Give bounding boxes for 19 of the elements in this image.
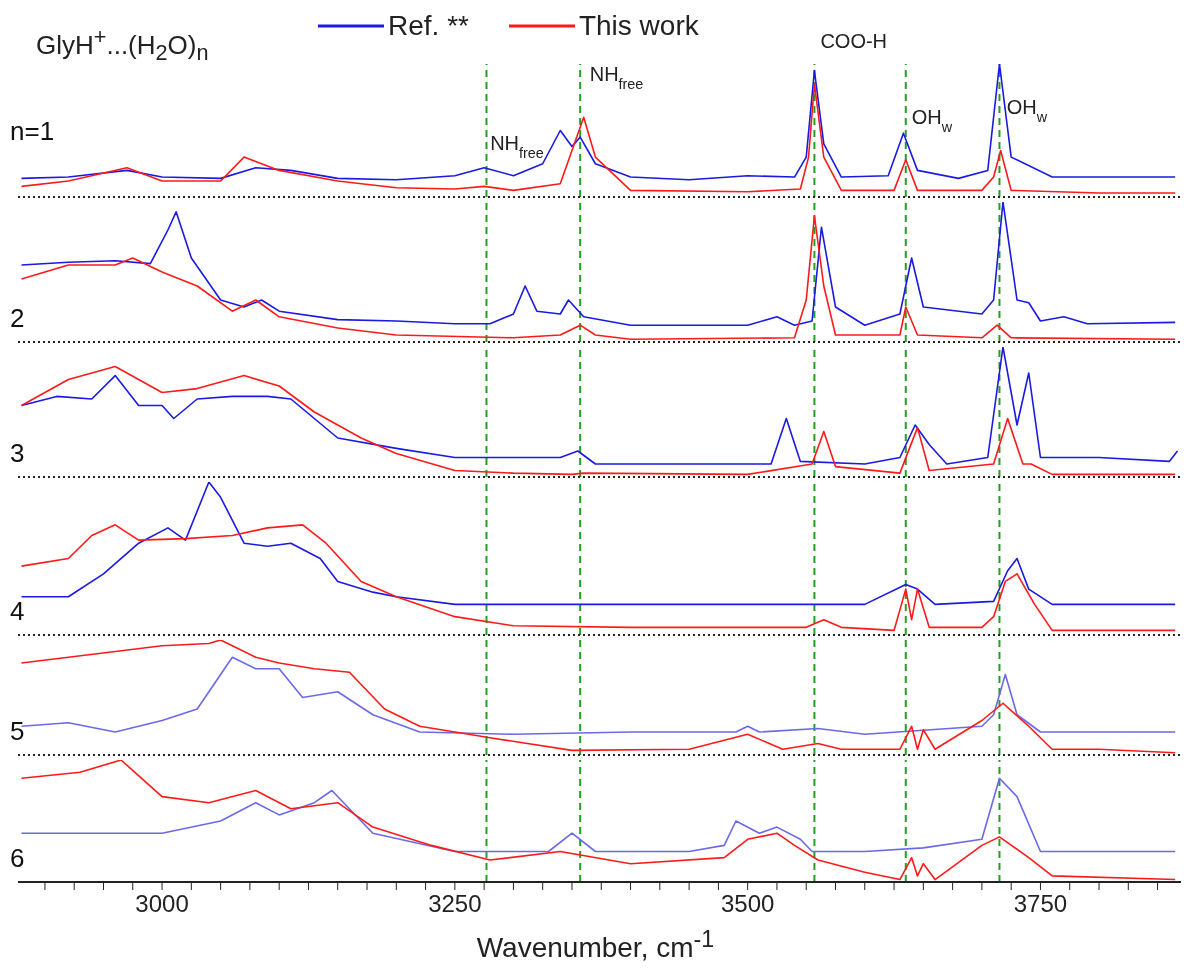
legend-label: Ref. ** [388, 10, 469, 42]
x-tick-label: 3750 [1013, 890, 1068, 917]
annotation: 3 [10, 438, 25, 469]
annotation: NH$_{free}$ [589, 63, 644, 93]
annotation: COO-H [820, 29, 888, 52]
x-axis-title: Wavenumber, cm$^{-1}$ [475, 926, 716, 965]
annotation: 2 [10, 303, 25, 334]
annotation: OH$_{w}$ [1006, 96, 1048, 126]
chart-title: GlyH$^{+}$...(H$_{2}$O)$_{n}$ [36, 24, 209, 66]
annotation: OH$_{w}$ [911, 105, 953, 135]
annotation: 6 [10, 843, 25, 874]
x-tick-label: 3000 [135, 890, 189, 917]
legend-label: This work [578, 10, 699, 42]
annotation: n=1 [10, 116, 55, 147]
x-tick-label: 3250 [428, 890, 482, 917]
annotation: NH$_{free}$ [490, 132, 544, 162]
annotation: 4 [10, 596, 25, 627]
annotation: 5 [10, 716, 25, 747]
x-tick-label: 3500 [720, 890, 775, 917]
